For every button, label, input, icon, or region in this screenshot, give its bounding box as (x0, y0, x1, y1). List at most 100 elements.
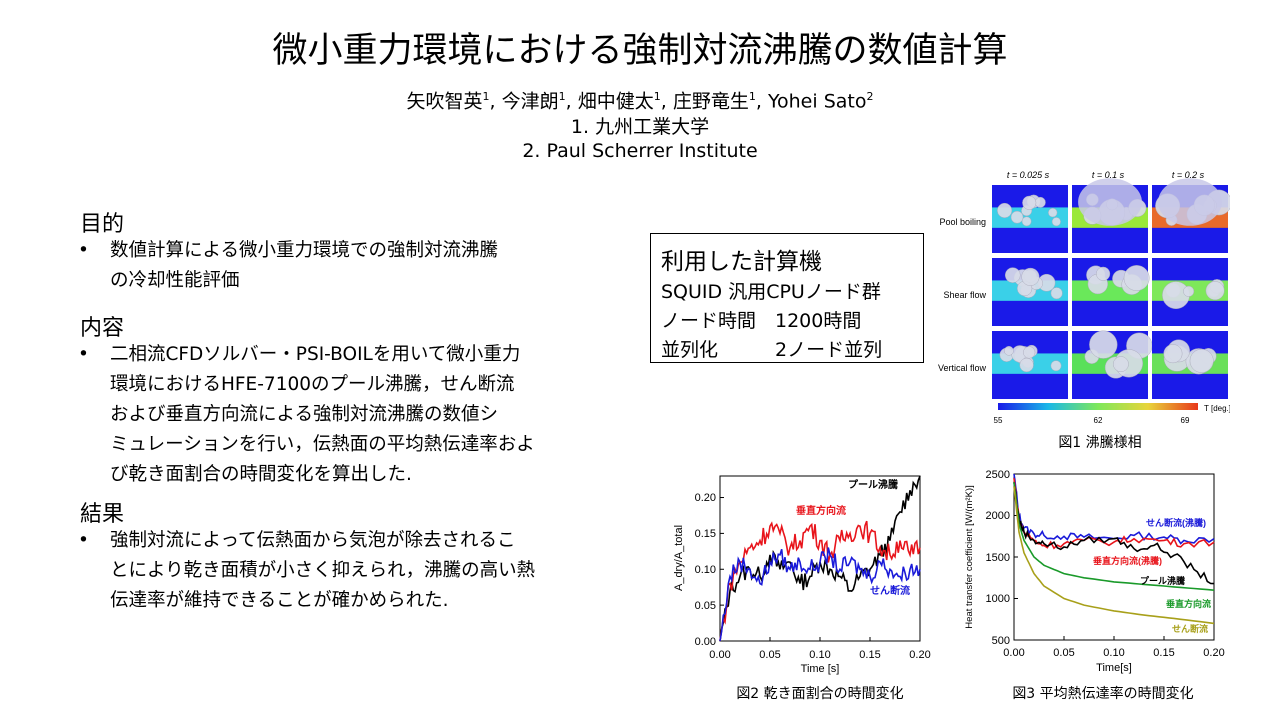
figure3-caption: 図3 平均熱伝達率の時間変化 (1012, 686, 1194, 702)
vapor-bubble (1183, 285, 1195, 297)
row-label: Vertical flow (938, 363, 987, 373)
author-affiliation-mark: 1 (558, 90, 566, 103)
section-heading-content: 内容 (80, 316, 125, 341)
axis-ticks (719, 497, 921, 642)
author-name: 今津朗 (501, 90, 559, 113)
vapor-bubble (1034, 196, 1046, 208)
vapor-bubble (1021, 216, 1032, 227)
series-label-shear-boil: せん断流(沸騰) (1146, 517, 1206, 528)
series-line (1013, 478, 1215, 550)
y-tick-label: 1500 (986, 552, 1010, 564)
text-line: とにより乾き面積が小さく抑えられ，沸騰の高い熱 (110, 560, 536, 581)
author-separator: , (755, 90, 768, 113)
y-tick-label: 0.05 (695, 600, 716, 612)
author-separator: , (489, 90, 502, 113)
vapor-bubble (1096, 266, 1111, 281)
series-lines (719, 475, 921, 642)
computer-row: SQUID 汎用CPUノード群 (661, 281, 881, 303)
computer-box-heading: 利用した計算機 (661, 249, 822, 275)
row-label: Shear flow (943, 290, 986, 300)
series-label-pool: プール沸騰 (1140, 575, 1186, 586)
time-label: t = 0.1 s (1092, 170, 1125, 180)
colorbar (998, 403, 1198, 410)
text-line: および垂直方向流による強制対流沸騰の数値シ (110, 404, 498, 425)
x-axis-label: Time[s] (1096, 662, 1132, 674)
y-tick-label: 2500 (986, 469, 1010, 481)
vapor-bubble (1113, 356, 1129, 373)
x-axis-label: Time [s] (801, 663, 840, 675)
boiling-snapshot-figure: t = 0.025 s t = 0.1 s t = 0.2 s Pool boi… (938, 170, 1230, 425)
vapor-bubble (1123, 265, 1150, 291)
x-tick-label: 0.15 (859, 649, 880, 661)
x-tick-label: 0.20 (909, 649, 930, 661)
series-label-pool: プール沸騰 (848, 478, 899, 491)
y-tick-label: 0.10 (695, 564, 716, 576)
author-affiliation-mark: 2 (866, 90, 874, 103)
vapor-bubble (1050, 360, 1062, 372)
section-body-purpose: • 数値計算による微小重力環境での強制対流沸騰 の冷却性能評価 (78, 236, 630, 296)
series-label-vert-single: 垂直方向流 (1166, 598, 1211, 609)
author-separator: , (565, 90, 578, 113)
text-line: 数値計算による微小重力環境での強制対流沸騰 (110, 240, 498, 261)
text-line: ミュレーションを行い，伝熱面の平均熱伝達率およ (110, 434, 535, 455)
y-tick-label: 0.20 (695, 492, 716, 504)
vapor-bubble (997, 202, 1013, 219)
colorbar-tick: 62 (1094, 416, 1103, 425)
text-line: 二相流CFDソルバー・PSI-BOILを用いて微小重力 (110, 344, 521, 365)
y-tick-label: 1000 (986, 593, 1010, 605)
dry-area-chart: 0.00 0.05 0.10 0.15 0.20 0.00 0.05 0.10 … (673, 475, 931, 675)
vapor-bubble (1010, 210, 1024, 224)
section-heading-purpose: 目的 (80, 212, 125, 237)
series-line (719, 547, 921, 642)
series-line (719, 520, 921, 642)
y-axis-label: A_dry/A_total (673, 525, 685, 591)
vapor-bubble (1163, 344, 1183, 364)
vapor-bubble (1089, 330, 1118, 359)
time-label: t = 0.2 s (1172, 170, 1205, 180)
series-label-shear-single: せん断流 (1172, 623, 1208, 634)
colorbar-tick: 69 (1181, 416, 1190, 425)
x-tick-label: 0.00 (709, 649, 730, 661)
section-body-results: • 強制対流によって伝熱面から気泡が除去されるこ とにより乾き面積が小さく抑えら… (78, 526, 640, 616)
x-tick-label: 0.20 (1203, 647, 1224, 659)
series-line (1013, 473, 1215, 545)
vapor-bubble (1050, 287, 1063, 300)
vapor-bubble (1021, 267, 1040, 286)
figure2-caption: 図2 乾き面割合の時間変化 (736, 686, 904, 702)
author-affiliation-mark: 1 (482, 90, 490, 103)
x-tick-label: 0.00 (1003, 647, 1024, 659)
vapor-bubble (1048, 207, 1058, 218)
series-label-vertical: 垂直方向流 (796, 504, 846, 517)
snapshot-panels (992, 178, 1230, 399)
affiliation-2: 2. Paul Scherrer Institute (522, 140, 758, 162)
figure1-caption: 図1 沸騰様相 (1058, 435, 1142, 451)
y-tick-label: 0.15 (695, 528, 716, 540)
bullet-dot: • (78, 530, 89, 551)
vapor-bubble (1189, 348, 1214, 373)
author-list: 矢吹智英1, 今津朗1, 畑中健太1, 庄野竜生1, Yohei Sato2 (0, 84, 1280, 114)
vapor-bubble (1022, 195, 1037, 210)
bullet-dot: • (78, 240, 89, 261)
y-tick-label: 0.00 (695, 636, 716, 648)
x-tick-label: 0.15 (1153, 647, 1174, 659)
text-line: 伝達率が維持できることが確かめられた. (110, 590, 449, 611)
series-line (1013, 486, 1215, 625)
vapor-bubble (1019, 357, 1034, 373)
vapor-bubble (1051, 217, 1061, 227)
computer-info-box: 利用した計算機 SQUID 汎用CPUノード群 ノード時間 1200時間 並列化… (650, 233, 924, 363)
series-label-shear: せん断流 (870, 584, 910, 597)
computer-row: 並列化 2ノード並列 (661, 339, 883, 361)
section-heading-results: 結果 (80, 502, 125, 527)
vapor-bubble (1023, 346, 1036, 359)
text-line: の冷却性能評価 (110, 270, 240, 291)
series-line (1013, 482, 1215, 591)
x-tick-label: 0.10 (1103, 647, 1124, 659)
vapor-bubble (1004, 345, 1014, 356)
vapor-bubble (1004, 267, 1021, 283)
poster-title: 微小重力環境における強制対流沸騰の数値計算 (272, 31, 1008, 71)
x-tick-label: 0.05 (759, 649, 780, 661)
large-bubble (1078, 178, 1142, 226)
section-body-content: • 二相流CFDソルバー・PSI-BOILを用いて微小重力 環境におけるHFE-… (78, 340, 640, 490)
large-bubble (1158, 178, 1222, 226)
x-tick-label: 0.10 (809, 649, 830, 661)
